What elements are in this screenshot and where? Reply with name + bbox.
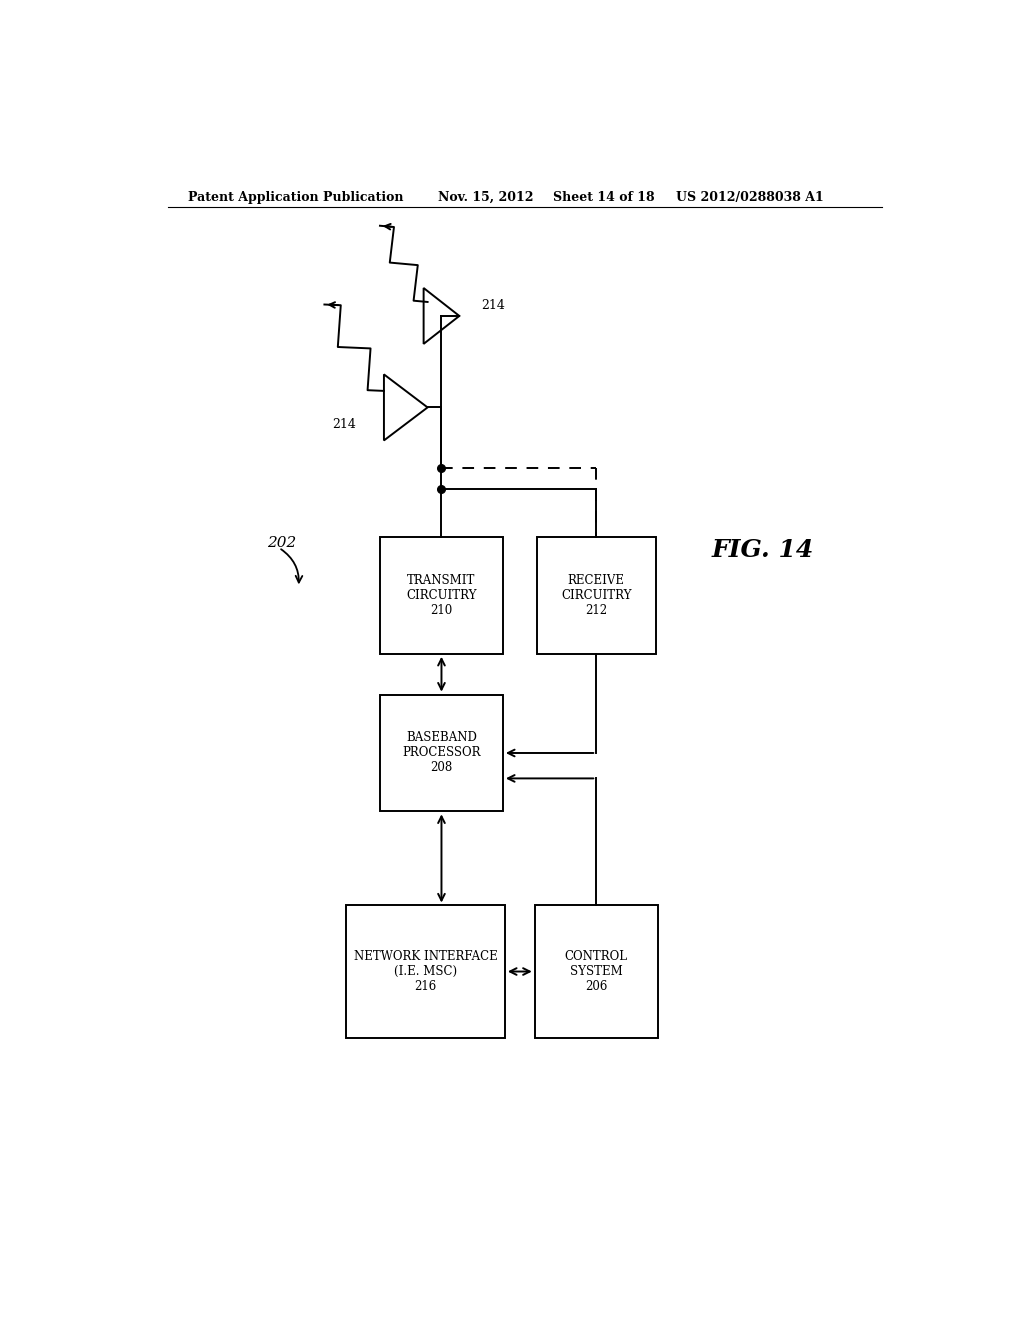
- FancyBboxPatch shape: [346, 906, 505, 1038]
- Text: US 2012/0288038 A1: US 2012/0288038 A1: [676, 190, 823, 203]
- Text: CONTROL
SYSTEM
206: CONTROL SYSTEM 206: [564, 950, 628, 993]
- FancyBboxPatch shape: [380, 694, 503, 812]
- FancyBboxPatch shape: [535, 906, 657, 1038]
- Text: Nov. 15, 2012: Nov. 15, 2012: [437, 190, 534, 203]
- Text: Sheet 14 of 18: Sheet 14 of 18: [553, 190, 654, 203]
- Text: TRANSMIT
CIRCUITRY
210: TRANSMIT CIRCUITRY 210: [407, 574, 477, 616]
- Text: Patent Application Publication: Patent Application Publication: [187, 190, 403, 203]
- Text: 214: 214: [333, 418, 356, 432]
- FancyBboxPatch shape: [380, 537, 503, 653]
- Text: FIG. 14: FIG. 14: [712, 537, 814, 562]
- FancyBboxPatch shape: [537, 537, 655, 653]
- Text: BASEBAND
PROCESSOR
208: BASEBAND PROCESSOR 208: [402, 731, 480, 775]
- Text: 214: 214: [481, 300, 505, 313]
- Text: 202: 202: [267, 536, 296, 549]
- Text: NETWORK INTERFACE
(I.E. MSC)
216: NETWORK INTERFACE (I.E. MSC) 216: [353, 950, 498, 993]
- Text: RECEIVE
CIRCUITRY
212: RECEIVE CIRCUITRY 212: [561, 574, 632, 616]
